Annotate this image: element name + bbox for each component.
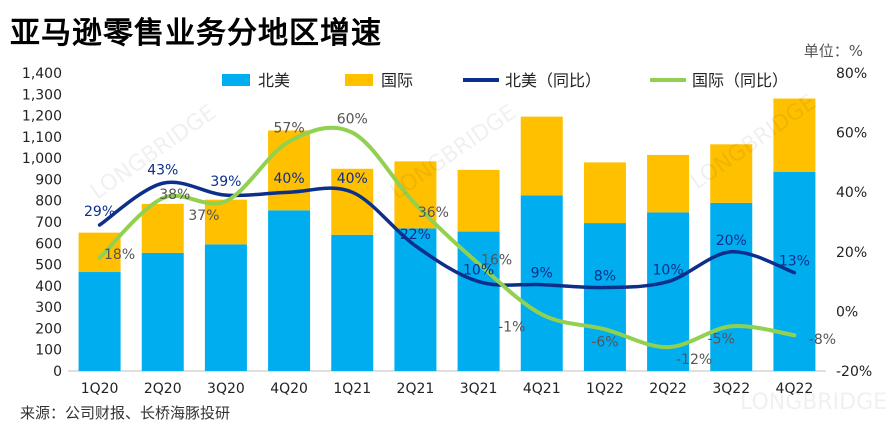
unit-label: 单位：% — [803, 42, 863, 60]
bar-international — [141, 203, 184, 253]
data-label-north-america-yoy: 40% — [337, 171, 368, 187]
right-tick-label: 60% — [836, 126, 867, 142]
data-label-north-america-yoy: 20% — [716, 233, 747, 249]
bar-international — [204, 199, 247, 245]
right-tick-label: 20% — [836, 245, 867, 261]
data-label-north-america-yoy: 10% — [653, 263, 684, 279]
data-label-north-america-yoy: 22% — [400, 227, 431, 243]
x-tick-label: 2Q21 — [397, 381, 435, 397]
bar-north-america — [583, 223, 626, 371]
left-tick-label: 1,000 — [22, 151, 62, 167]
data-label-international-yoy: 16% — [481, 253, 512, 269]
x-tick-label: 2Q20 — [144, 381, 182, 397]
left-tick-label: 800 — [35, 194, 62, 210]
left-tick-label: 1,100 — [22, 130, 62, 146]
x-tick-label: 1Q20 — [81, 381, 119, 397]
left-tick-label: 0 — [53, 364, 62, 380]
bar-international — [520, 116, 563, 196]
x-tick-label: 4Q22 — [776, 381, 814, 397]
left-tick-label: 100 — [35, 343, 62, 359]
left-tick-label: 1,300 — [22, 87, 62, 103]
bar-international — [583, 162, 626, 224]
left-tick-label: 500 — [35, 258, 62, 274]
bar-north-america — [204, 244, 247, 371]
x-tick-label: 4Q21 — [523, 381, 561, 397]
data-label-international-yoy: 57% — [274, 121, 305, 137]
line-international-yoy — [97, 125, 797, 350]
data-label-international-yoy: -6% — [591, 334, 618, 350]
chart-title: 亚马逊零售业务分地区增速 — [10, 16, 382, 51]
left-tick-label: 400 — [35, 279, 62, 295]
bar-international — [457, 169, 500, 232]
watermark-4: LONGBRIDGE — [740, 390, 888, 415]
data-label-north-america-yoy: 29% — [84, 204, 115, 220]
data-label-international-yoy: 37% — [188, 208, 219, 224]
data-label-international-yoy: 60% — [337, 112, 368, 128]
data-label-north-america-yoy: 10% — [463, 263, 494, 279]
legend-north-america-yoy-label: 北美（同比） — [505, 71, 601, 90]
data-label-north-america-yoy: 13% — [779, 254, 810, 270]
left-tick-label: 600 — [35, 236, 62, 252]
bar-north-america — [78, 272, 121, 371]
x-tick-label: 4Q20 — [270, 381, 308, 397]
data-label-international-yoy: 18% — [104, 247, 135, 263]
bar-north-america — [268, 210, 311, 371]
x-tick-label: 1Q22 — [586, 381, 624, 397]
left-tick-label: 200 — [35, 321, 62, 337]
data-label-north-america-yoy: 43% — [147, 162, 178, 178]
bar-north-america — [457, 231, 500, 371]
data-label-north-america-yoy: 9% — [531, 266, 553, 282]
bar-international — [773, 98, 816, 172]
legend-international-swatch — [345, 74, 373, 86]
right-tick-label: 80% — [836, 66, 867, 82]
data-label-international-yoy: -1% — [498, 319, 525, 335]
data-label-international-yoy: 36% — [418, 205, 449, 221]
line-north-america-yoy — [97, 180, 797, 290]
left-tick-label: 700 — [35, 215, 62, 231]
right-tick-label: 0% — [836, 304, 858, 320]
legend-international-yoy-label: 国际（同比） — [692, 71, 788, 90]
bar-north-america — [331, 234, 374, 371]
left-tick-label: 1,200 — [22, 109, 62, 125]
right-tick-label: 40% — [836, 185, 867, 201]
right-tick-label: -20% — [836, 364, 872, 380]
x-tick-label: 1Q21 — [333, 381, 371, 397]
data-label-international-yoy: -5% — [708, 331, 735, 347]
left-tick-label: 900 — [35, 172, 62, 188]
data-label-international-yoy: -8% — [809, 332, 836, 348]
source-note: 来源：公司财报、长桥海豚投研 — [20, 404, 231, 422]
x-tick-label: 3Q21 — [460, 381, 498, 397]
bar-north-america — [394, 228, 437, 371]
bar-international — [78, 232, 121, 273]
legend-international-label: 国际 — [381, 71, 413, 90]
data-label-international-yoy: 38% — [159, 187, 190, 203]
left-tick-label: 300 — [35, 300, 62, 316]
x-tick-label: 3Q20 — [207, 381, 245, 397]
bar-north-america — [141, 252, 184, 371]
bar-international — [710, 144, 753, 203]
data-label-north-america-yoy: 40% — [274, 171, 305, 187]
data-label-north-america-yoy: 8% — [594, 269, 616, 285]
bar-north-america — [710, 202, 753, 371]
legend-north-america-swatch — [222, 74, 250, 86]
x-tick-label: 3Q22 — [712, 381, 750, 397]
data-label-north-america-yoy: 39% — [210, 174, 241, 190]
data-label-international-yoy: -12% — [676, 352, 712, 368]
x-tick-label: 2Q22 — [649, 381, 687, 397]
left-tick-label: 1,400 — [22, 66, 62, 82]
legend-north-america-label: 北美 — [258, 71, 290, 90]
bar-international — [647, 154, 690, 213]
